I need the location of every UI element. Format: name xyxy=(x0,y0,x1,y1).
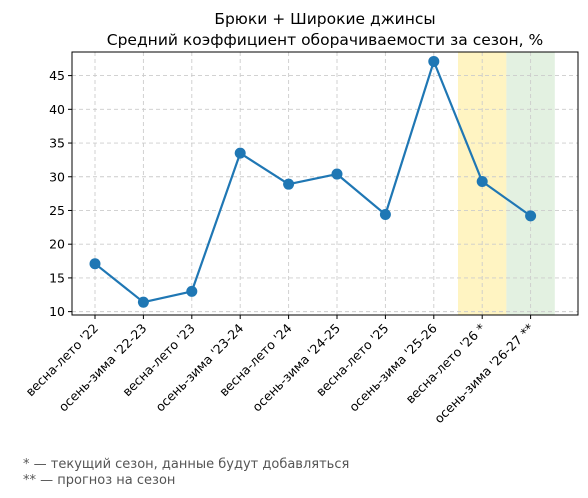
series-0-line xyxy=(94,60,532,304)
data-point-1 xyxy=(137,296,149,308)
data-point-5 xyxy=(331,168,343,180)
data-point-4 xyxy=(283,178,295,190)
data-point-8 xyxy=(476,175,488,187)
highlight-band-1 xyxy=(506,52,555,315)
x-tick-label-9: осень-зима '26-27 ** xyxy=(431,321,537,427)
y-tick-label-15: 15 xyxy=(49,270,65,285)
highlight-bands xyxy=(458,52,555,315)
data-point-7 xyxy=(428,55,440,67)
chart-subtitle: Средний коэффициент оборачиваемости за с… xyxy=(107,31,543,49)
y-tick-label-45: 45 xyxy=(49,68,65,83)
x-tick-label-3: осень-зима '23-24 xyxy=(152,320,246,414)
data-point-3 xyxy=(234,147,246,159)
x-tick-label-7: осень-зима '25-26 xyxy=(346,320,440,414)
y-tick-label-40: 40 xyxy=(49,102,65,117)
y-tick-label-35: 35 xyxy=(49,136,65,151)
y-tick-label-25: 25 xyxy=(49,203,65,218)
y-axis: 10 15 20 25 30 35 40 45 xyxy=(49,68,72,319)
y-tick-label-10: 10 xyxy=(49,304,65,319)
y-tick-label-30: 30 xyxy=(49,169,65,184)
data-point-0 xyxy=(89,258,101,270)
grid xyxy=(72,52,578,315)
plot-frame xyxy=(71,51,579,316)
footnote-current-season: * — текущий сезон, данные будут добавлят… xyxy=(23,457,350,472)
footnote-forecast: ** — прогноз на сезон xyxy=(23,473,176,488)
series-line xyxy=(89,55,537,308)
data-point-6 xyxy=(379,209,391,221)
x-tick-label-1: осень-зима '22-23 xyxy=(56,321,150,415)
data-point-2 xyxy=(186,285,198,297)
data-point-9 xyxy=(525,210,537,222)
chart-title: Брюки + Широкие джинсы xyxy=(214,10,435,28)
x-tick-label-5: осень-зима '24-25 xyxy=(249,321,343,415)
y-tick-label-20: 20 xyxy=(49,237,65,252)
